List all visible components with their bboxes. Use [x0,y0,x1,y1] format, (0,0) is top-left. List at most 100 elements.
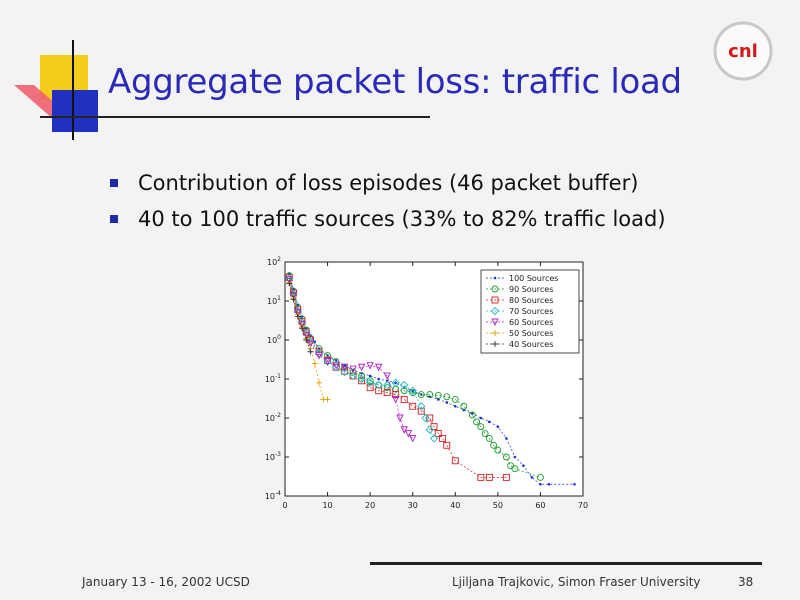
bullet-item: Contribution of loss episodes (46 packet… [108,168,666,204]
series-line-2 [288,277,507,478]
legend-label: 100 Sources [509,274,558,283]
data-point [343,364,346,367]
data-point [496,425,500,428]
y-tick-label: 10-3 [265,451,281,462]
data-point [451,457,459,465]
data-point [377,377,380,381]
series-line-0 [288,273,575,485]
data-point [302,332,311,340]
data-point [307,348,314,355]
data-point [460,402,468,410]
data-point [383,372,391,380]
data-point [340,367,349,377]
data-point [358,377,366,385]
data-point [536,473,544,481]
data-point [434,391,442,399]
y-tick-label: 10-2 [265,412,281,423]
footer-rule [370,562,762,565]
series-line-1 [288,275,541,478]
data-point [429,434,439,443]
data-point [285,276,293,284]
data-point [400,426,408,434]
data-point [505,437,508,440]
data-point [349,368,357,376]
legend-label: 70 Sources [509,307,553,316]
data-point [417,391,425,398]
x-tick-label: 30 [408,501,418,510]
data-point [490,441,498,449]
data-point [298,321,306,329]
x-tick-label: 40 [450,501,460,510]
x-tick-label: 10 [322,501,332,510]
data-point [539,482,542,486]
series-line-5 [288,282,328,400]
data-point [366,384,374,392]
data-point [434,430,442,437]
y-tick-label: 101 [267,295,281,306]
data-point [408,386,417,395]
data-point [332,362,340,370]
footer-author: Ljiljana Trajkovic, Simon Fraser Univers… [452,575,701,589]
data-point [316,379,323,386]
data-point [473,418,481,426]
bullet-square-icon [110,215,118,223]
legend-marker [491,285,499,293]
data-point [485,434,493,442]
data-point [479,416,483,420]
data-point [426,391,434,398]
y-tick-label: 10-1 [265,373,281,384]
data-point [522,464,525,467]
data-point [502,473,510,481]
legend-label: 50 Sources [509,329,553,338]
data-point [530,476,534,479]
data-point [349,365,357,374]
data-point [366,362,374,370]
data-point [383,380,392,390]
data-point [394,381,397,385]
legend-marker [491,318,499,327]
bullet-text: 40 to 100 traffic sources (33% to 82% tr… [138,207,666,231]
bullet-text: Contribution of loss episodes (46 packet… [138,171,639,195]
cnl-logo-text: cnl [728,41,758,62]
data-point [477,423,485,431]
data-point [374,363,383,372]
data-point [391,378,400,387]
data-point [324,396,331,403]
data-point [425,425,434,434]
legend-marker [493,276,497,280]
data-point [408,434,417,443]
data-point [357,363,366,372]
data-point [547,482,551,486]
data-point [430,423,438,431]
data-point [513,455,517,459]
data-point [488,420,491,424]
loss-chart: 0 10 20 30 40 50 60 70 102 101 100 10-1 10-2 10-3 10-4… [265,256,588,510]
data-point [502,453,510,461]
data-point [396,414,404,423]
page-number: 38 [738,575,754,589]
data-point [451,395,459,403]
data-point [299,325,306,332]
legend-label: 90 Sources [509,285,553,294]
bullet-square-icon [110,179,118,187]
data-point [286,280,293,287]
data-point [383,384,391,392]
cnl-logo-icon: cnl [713,21,773,81]
data-point [468,411,476,419]
data-point [417,407,425,415]
bullet-list: Contribution of loss episodes (46 packet… [108,168,666,240]
legend-marker [491,296,499,304]
data-point [471,412,474,415]
legend-box [480,269,580,354]
x-tick-label: 0 [282,501,287,510]
title-decoration [14,40,140,140]
data-point [348,371,358,381]
data-point [294,309,302,317]
data-point [368,374,372,378]
data-point [417,402,426,411]
data-point [573,482,576,486]
data-point [426,414,434,422]
data-point [391,395,400,404]
data-point [375,387,383,395]
legend-marker [490,306,500,316]
